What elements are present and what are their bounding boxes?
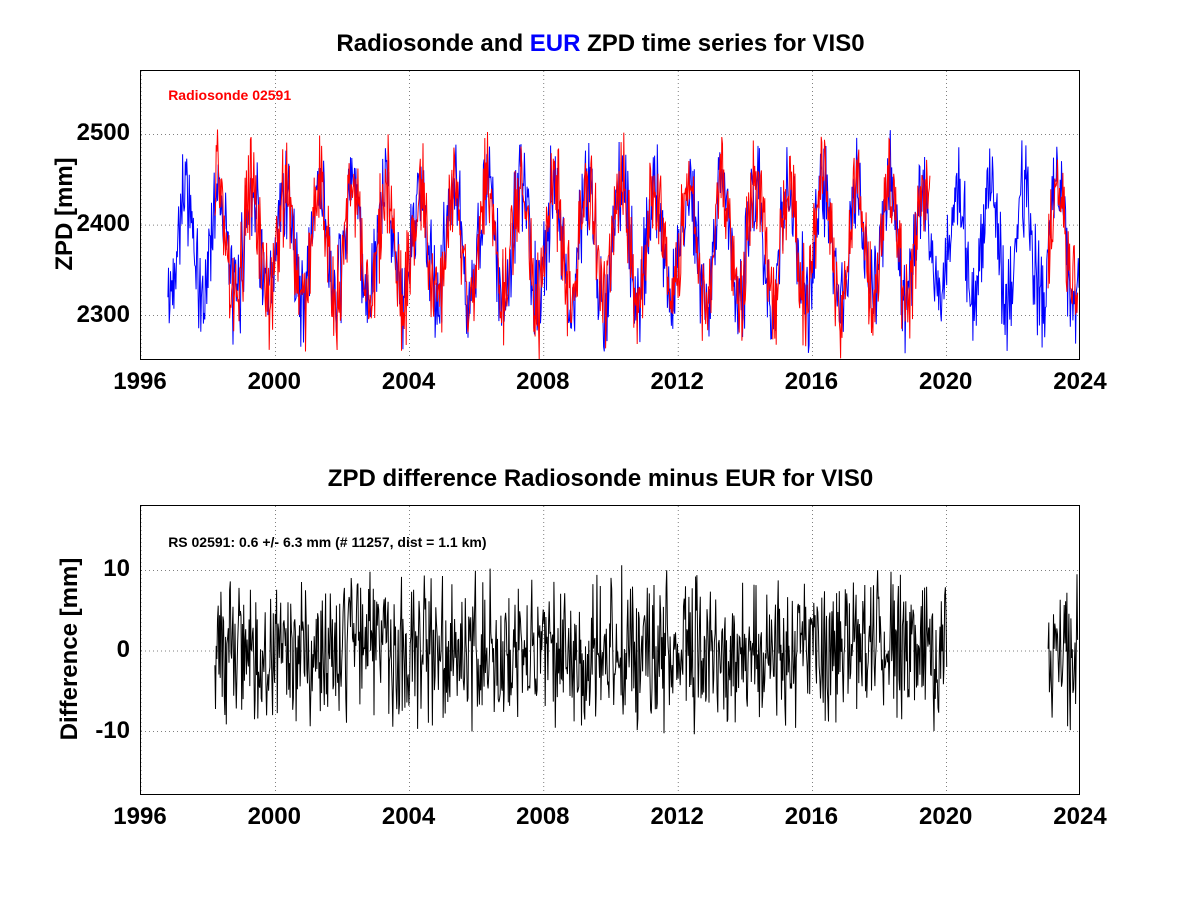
bottom-chart-title: ZPD difference Radiosonde minus EUR for … (0, 465, 1201, 493)
x-tick-label: 2012 (637, 803, 717, 831)
chart-annotation: RS 02591: 0.6 +/- 6.3 mm (# 11257, dist … (168, 534, 486, 550)
bottom-chart-panel: ZPD difference Radiosonde minus EUR for … (0, 0, 1201, 901)
y-tick-label: 10 (50, 555, 130, 583)
y-tick-label: 0 (50, 636, 130, 664)
x-tick-label: 2008 (503, 803, 583, 831)
x-tick-label: 2000 (234, 803, 314, 831)
x-tick-label: 2020 (906, 803, 986, 831)
x-tick-label: 2016 (771, 803, 851, 831)
x-tick-label: 1996 (100, 803, 180, 831)
x-tick-label: 2024 (1040, 803, 1120, 831)
x-tick-label: 2004 (369, 803, 449, 831)
y-tick-label: -10 (50, 717, 130, 745)
